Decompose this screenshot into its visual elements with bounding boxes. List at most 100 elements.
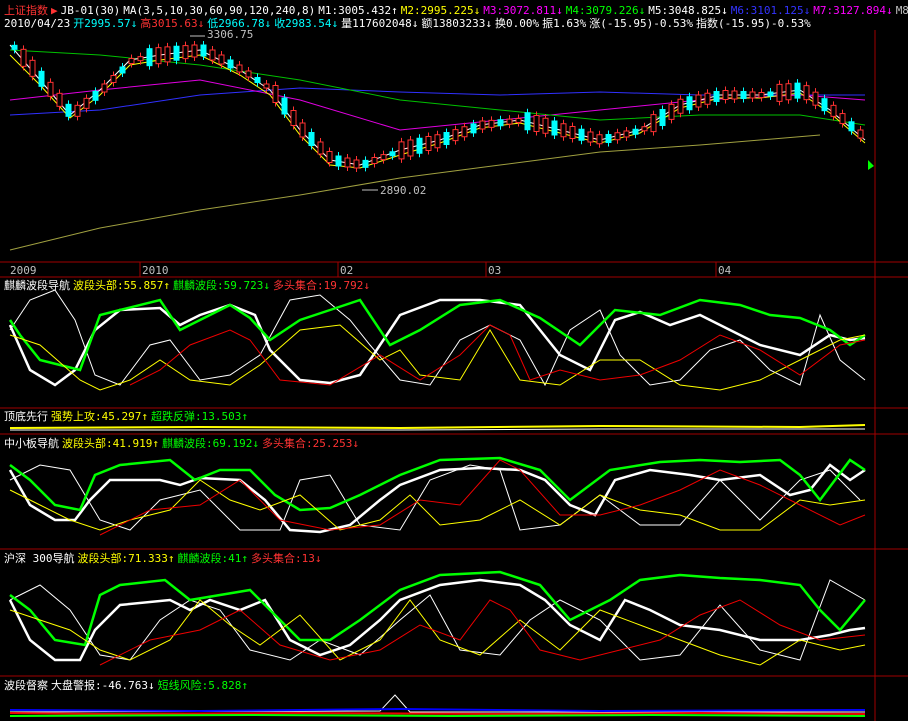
candles: [11, 40, 864, 172]
candle-body: [164, 46, 171, 63]
panel-value: 麒麟波段:41↑: [177, 552, 248, 565]
panel-name: 沪深 300导航: [4, 552, 75, 565]
candle-body: [767, 91, 774, 97]
panel-2-lines: [8, 289, 866, 391]
candle-body: [227, 59, 234, 69]
panel-title: 中小板导航 波段头部:41.919↑ 麒麟波段:69.192↓ 多头集合:25.253…: [4, 437, 362, 450]
candle-body: [425, 136, 432, 152]
candle-body: [11, 44, 18, 50]
candle-body: [560, 123, 567, 138]
candle-body: [641, 126, 648, 132]
candle-body: [398, 141, 405, 160]
candle-body: [515, 118, 522, 124]
candle-body: [92, 90, 99, 101]
arrow: ▶: [51, 4, 58, 17]
ma-value: M4:3079.226↓: [565, 4, 646, 17]
panel-value: 麒麟波段:59.723↓: [172, 279, 270, 292]
panel-value: 麒麟波段:69.192↓: [161, 437, 259, 450]
high-label: 3306.75: [207, 28, 254, 41]
candle-body: [533, 114, 540, 132]
candle-body: [650, 114, 657, 133]
candle-body: [785, 83, 792, 101]
candle-body: [596, 134, 603, 145]
candle-body: [803, 85, 810, 101]
panel-5-lines: [8, 570, 866, 666]
candle-body: [695, 94, 702, 108]
panel-value: 多头集合:13↓: [250, 552, 322, 565]
candle-body: [272, 84, 279, 103]
candle-body: [38, 70, 45, 87]
candle-body: [371, 157, 378, 165]
candle-body: [479, 120, 486, 130]
candle-body: [56, 92, 63, 107]
candle-body: [335, 155, 342, 167]
ma-value: M5:3048.825↓: [648, 4, 728, 17]
low-label: 2890.02: [380, 184, 427, 197]
candle-body: [740, 91, 747, 99]
marker: [868, 160, 874, 170]
quote: 额13803233↓: [421, 17, 493, 30]
candle-body: [119, 66, 126, 74]
ma-value: M1:3005.432↑: [318, 4, 398, 17]
quote: 量117602048↓: [341, 17, 419, 30]
panel-name: 中小板导航: [4, 437, 59, 450]
candle-body: [443, 132, 450, 146]
candle-body: [182, 45, 189, 60]
panel-value: 强势上攻:45.297↑: [51, 410, 148, 423]
candle-body: [200, 44, 207, 57]
panel-value: 波段头部:55.857↑: [73, 279, 170, 292]
candle-body: [704, 92, 711, 105]
candle-body: [839, 113, 846, 125]
ma-value: M7:3127.894↓: [813, 4, 893, 17]
candle-body: [254, 76, 261, 83]
ma-value: M6:3101.125↓: [730, 4, 811, 17]
quote: 振1.63%: [542, 17, 587, 30]
candle-body: [209, 49, 216, 61]
candle-body: [497, 119, 504, 127]
candle-body: [623, 130, 630, 138]
candle-body: [353, 159, 360, 169]
candle-body: [506, 118, 513, 125]
ma-value: M3:3072.811↓: [483, 4, 563, 17]
candle-body: [542, 117, 549, 134]
candle-body: [587, 131, 594, 143]
candle-body: [245, 70, 252, 78]
candle-body: [749, 91, 756, 99]
candle-body: [452, 129, 459, 142]
panel-value: 多头集合:25.253↓: [261, 437, 359, 450]
candle-body: [281, 97, 288, 115]
candle-body: [137, 56, 144, 62]
panel-value: 波段头部:71.333↑: [77, 552, 175, 565]
candle-body: [776, 83, 783, 102]
candle-body: [578, 128, 585, 141]
header-line-1: 上证指数 ▶ JB-01(30) MA(3,5,10,30,60,90,120,240…: [4, 4, 908, 17]
candle-body: [524, 112, 531, 131]
candle-body: [407, 139, 414, 157]
candle-body: [326, 150, 333, 163]
candle-body: [29, 59, 36, 77]
quote: 开2995.57↓: [73, 17, 138, 30]
x-label: 2009: [10, 264, 37, 277]
candle-body: [794, 82, 801, 99]
candle-body: [488, 119, 495, 128]
panel-title: 波段督察 大盘警报:-46.763↓ 短线风险:5.828↑: [4, 679, 251, 692]
candle-body: [263, 83, 270, 89]
ma-value: M8:3034.: [895, 4, 908, 17]
candle-body: [236, 64, 243, 73]
date: 2010/04/23: [4, 17, 71, 30]
candle-body: [344, 157, 351, 168]
candle-body: [74, 104, 81, 117]
candle-body: [470, 123, 477, 134]
candle-body: [569, 125, 576, 139]
indicator: JB-01(30): [60, 4, 121, 17]
candle-body: [614, 132, 621, 141]
candle-body: [101, 83, 108, 93]
candle-body: [218, 54, 225, 65]
candle-body: [299, 122, 306, 138]
candle-body: [461, 126, 468, 138]
x-label: 2010: [142, 264, 169, 277]
candle-body: [83, 97, 90, 109]
candle-body: [191, 44, 198, 58]
symbol: 上证指数: [4, 4, 48, 17]
